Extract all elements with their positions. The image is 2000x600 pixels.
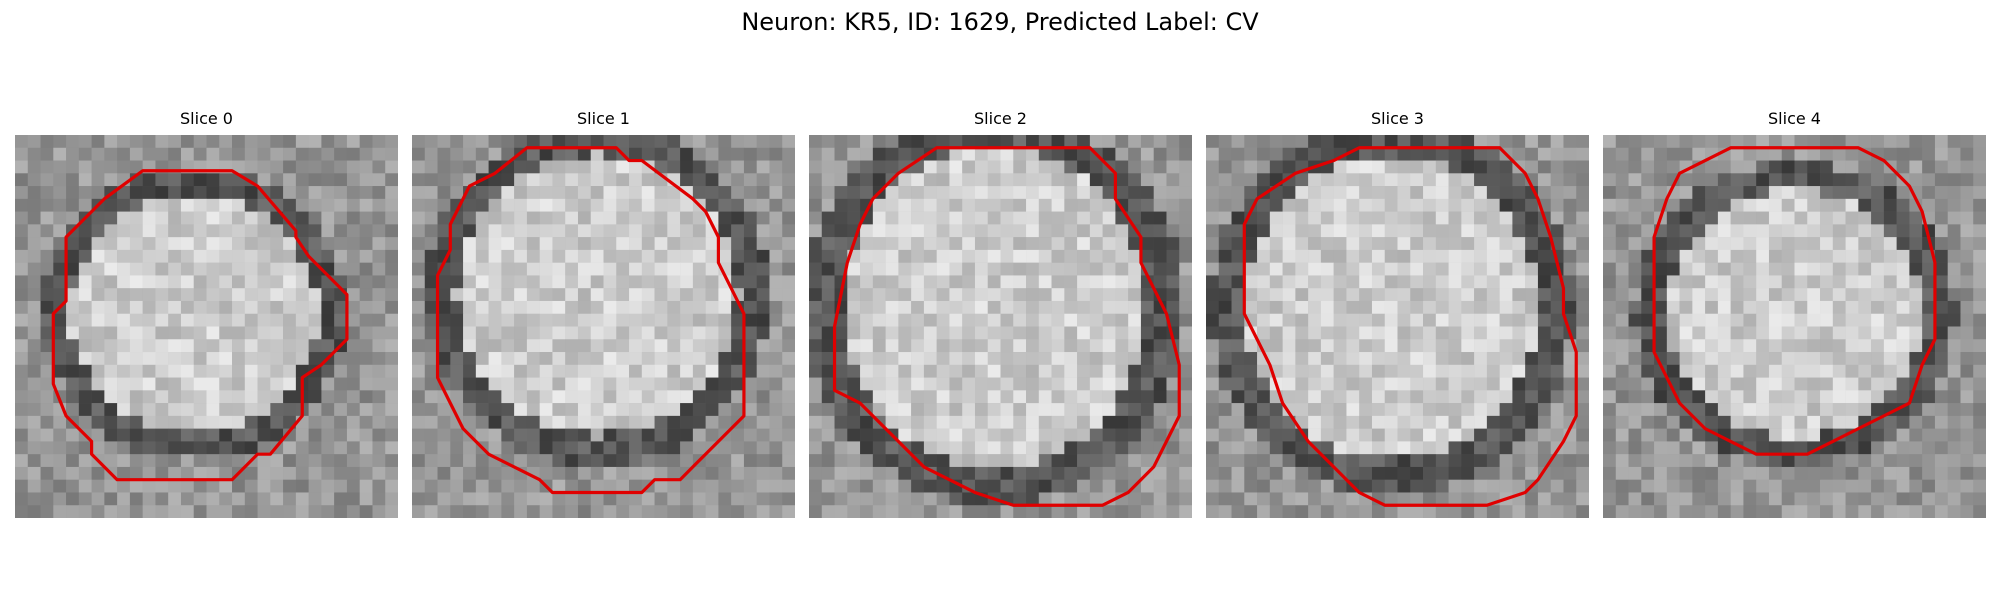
slice-title-1: Slice 1 xyxy=(577,109,630,128)
slice-panel-4: Slice 4 xyxy=(1603,108,1986,518)
slice-image-0 xyxy=(15,135,398,518)
slice-title-2: Slice 2 xyxy=(974,109,1027,128)
segmentation-contour-0 xyxy=(51,169,349,482)
slice-panel-2: Slice 2 xyxy=(809,108,1192,518)
slice-title-0: Slice 0 xyxy=(180,109,233,128)
slice-title-4: Slice 4 xyxy=(1768,109,1821,128)
slice-image-3 xyxy=(1206,135,1589,518)
slice-image-2 xyxy=(809,135,1192,518)
slice-panel-0: Slice 0 xyxy=(15,108,398,518)
figure-title: Neuron: KR5, ID: 1629, Predicted Label: … xyxy=(741,8,1259,36)
segmentation-contour-1 xyxy=(435,146,746,495)
slice-panel-3: Slice 3 xyxy=(1206,108,1589,518)
slice-title-3: Slice 3 xyxy=(1371,109,1424,128)
slice-image-4 xyxy=(1603,135,1986,518)
segmentation-contour-3 xyxy=(1242,146,1578,507)
slice-panel-1: Slice 1 xyxy=(412,108,795,518)
slice-image-1 xyxy=(412,135,795,518)
segmentation-contour-4 xyxy=(1652,146,1937,456)
segmentation-contour-2 xyxy=(832,146,1181,507)
